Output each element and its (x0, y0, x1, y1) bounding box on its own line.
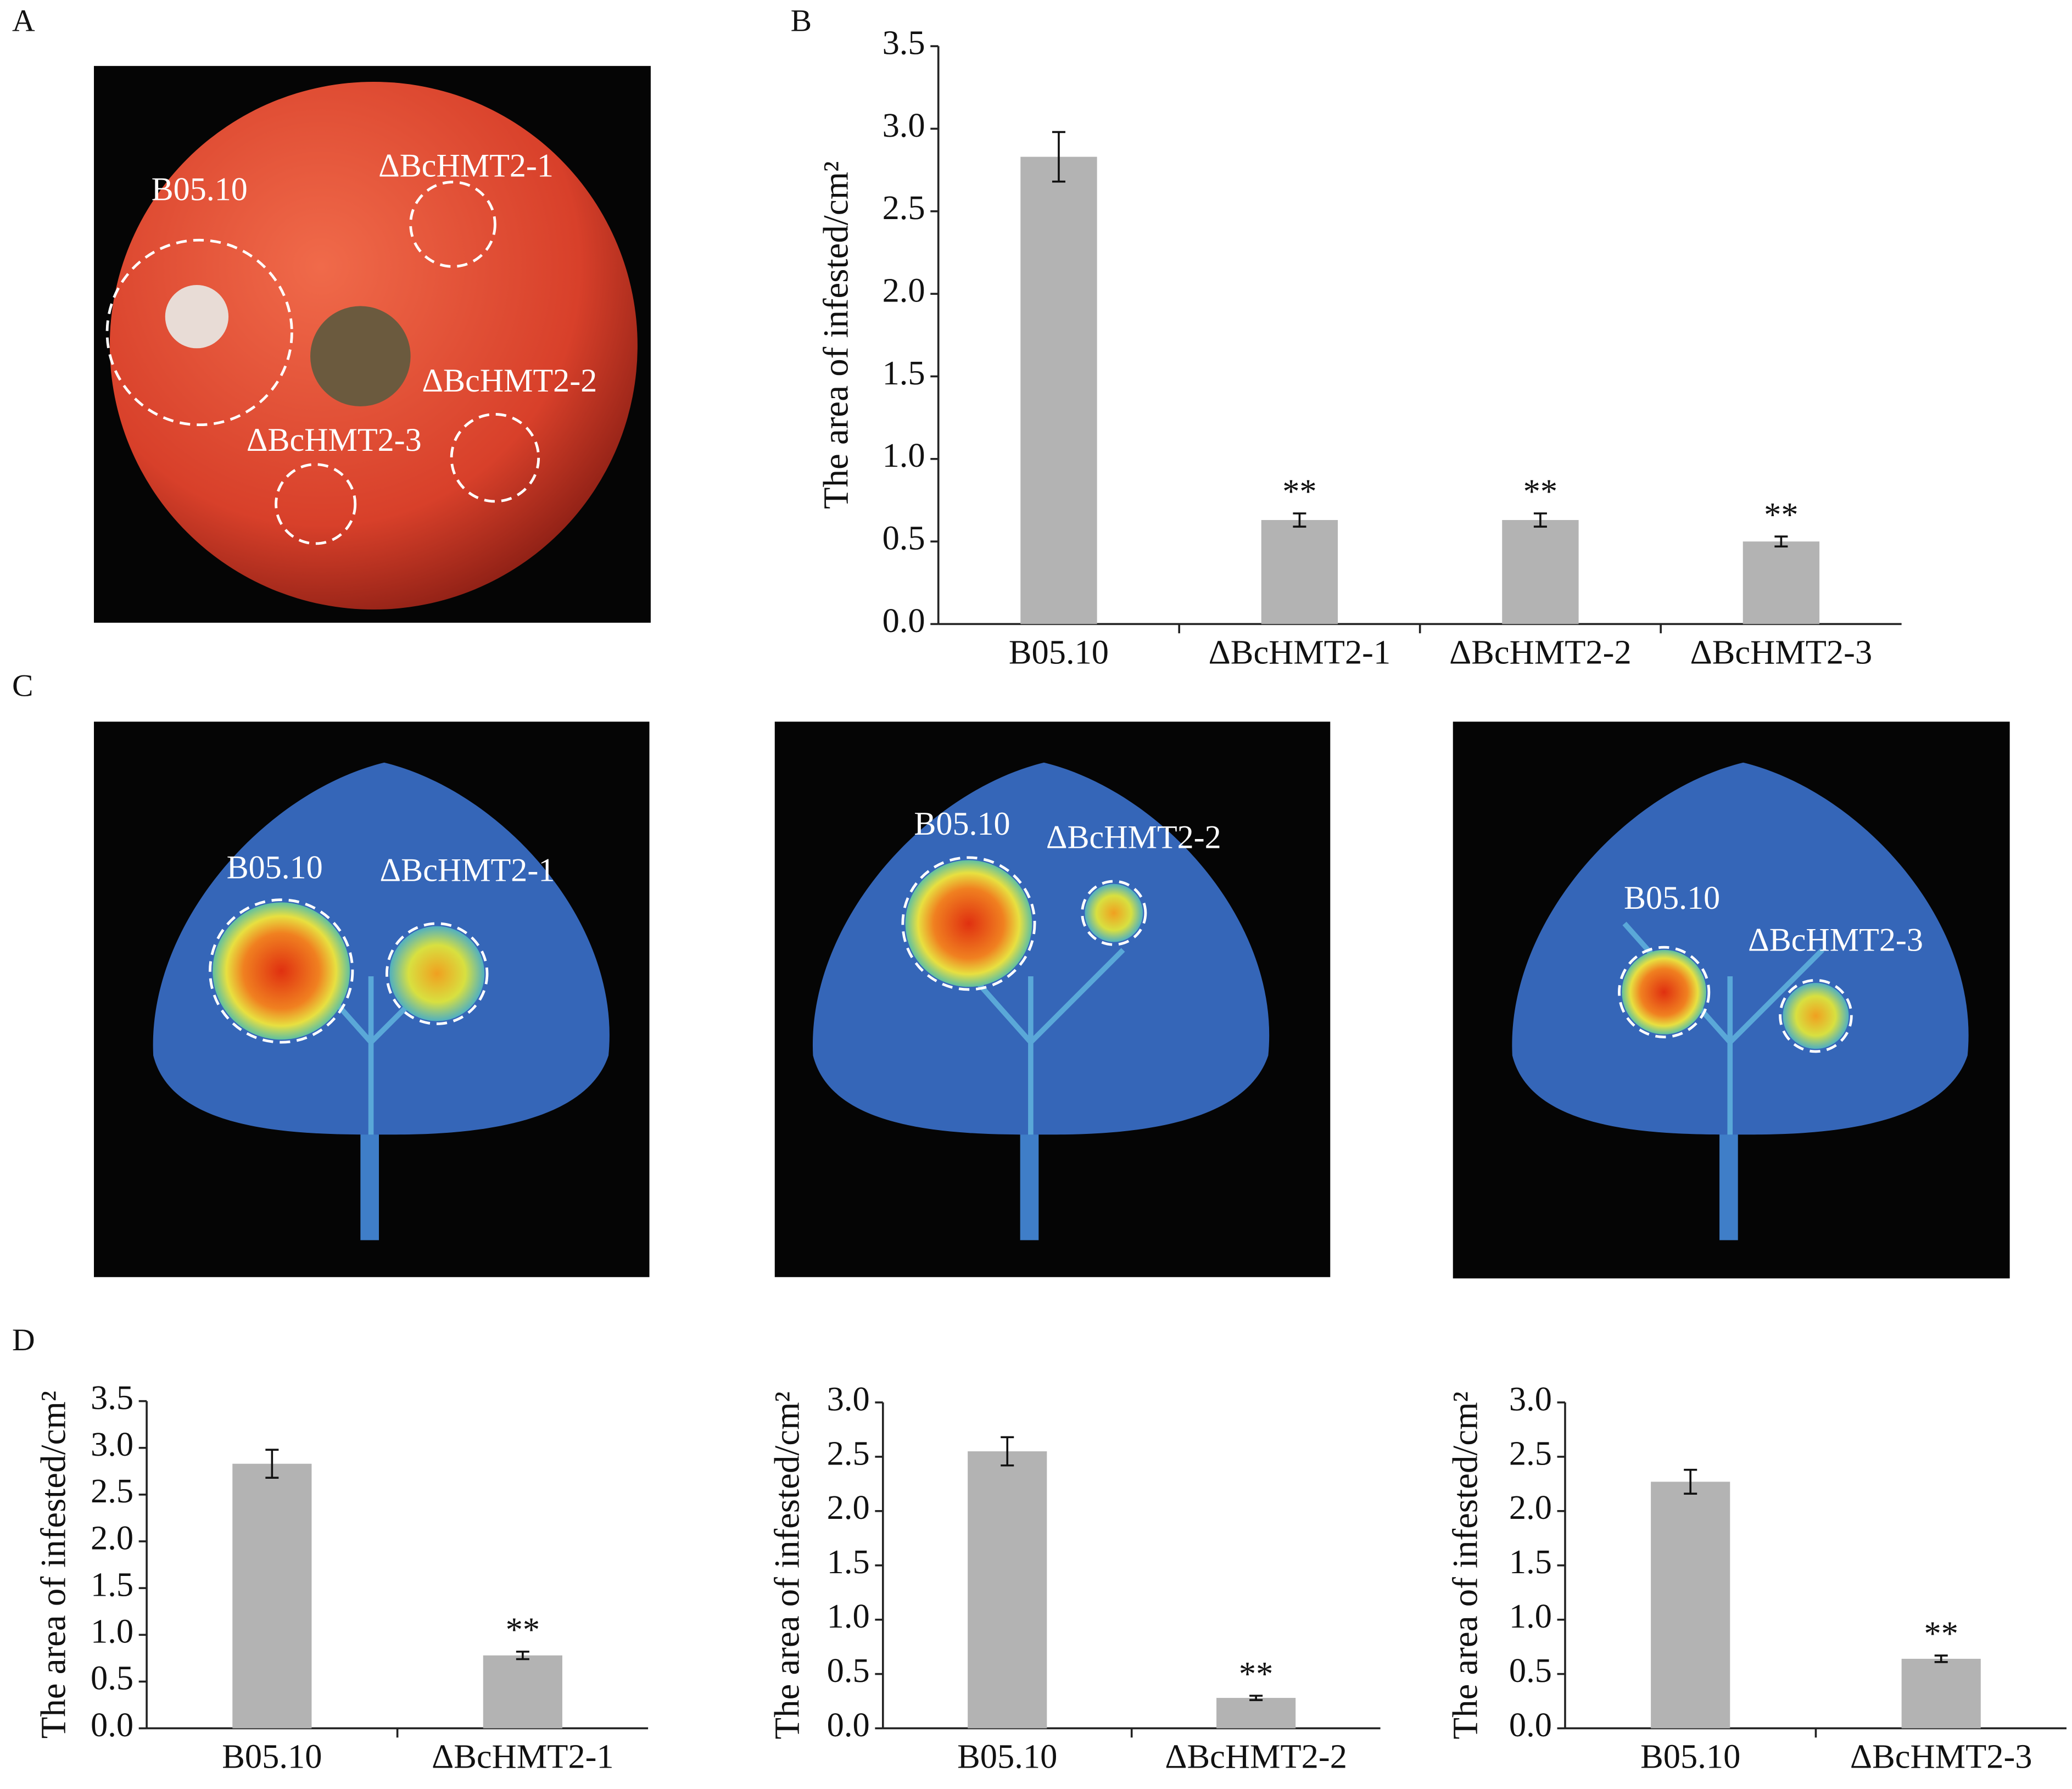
error-bar (1001, 1436, 1014, 1467)
bar (1502, 520, 1579, 624)
y-axis-title: The area of infested/cm² (1445, 1391, 1485, 1740)
y-tick-label: 1.0 (883, 436, 925, 474)
bar (1743, 541, 1820, 624)
y-tick-label: 3.0 (883, 106, 925, 144)
y-tick-label: 1.5 (91, 1565, 133, 1603)
x-tick-label: ΔBcHMT2-1 (1209, 633, 1391, 671)
photo-label: B05.10 (1624, 879, 1720, 916)
y-tick-label: 0.5 (827, 1651, 870, 1690)
x-tick-label: ΔBcHMT2-1 (432, 1737, 614, 1775)
significance-label: ** (1282, 472, 1316, 511)
y-tick-label: 2.5 (827, 1434, 870, 1472)
y-tick-label: 0.0 (1509, 1706, 1552, 1744)
bar (1901, 1658, 1981, 1729)
photo-tomato: B05.10 ΔBcHMT2-1 ΔBcHMT2-2 ΔBcHMT2-3 (94, 66, 651, 623)
bar (1020, 156, 1097, 624)
x-tick-label: B05.10 (1640, 1737, 1740, 1775)
y-tick-label: 2.5 (883, 188, 925, 227)
photo-leaf: B05.10 ΔBcHMT2-3 (1453, 722, 2010, 1279)
error-bar (1684, 1468, 1697, 1495)
y-tick-label: 1.5 (1509, 1542, 1552, 1581)
x-tick-label: B05.10 (1009, 633, 1109, 671)
y-tick-label: 2.0 (1509, 1488, 1552, 1527)
error-bar (1774, 535, 1788, 547)
significance-label: ** (1239, 1654, 1273, 1693)
y-tick-label: 0.5 (91, 1659, 133, 1697)
y-axis-title: The area of infested/cm² (34, 1391, 74, 1739)
x-tick-label: ΔBcHMT2-2 (1165, 1737, 1347, 1775)
bar (483, 1655, 562, 1729)
bar (1651, 1481, 1730, 1729)
y-tick-label: 1.5 (827, 1542, 870, 1581)
x-tick-label: B05.10 (957, 1737, 1057, 1775)
photo-label: B05.10 (227, 849, 323, 886)
photo-label: ΔBcHMT2-1 (378, 147, 554, 183)
y-tick-label: 3.5 (883, 23, 925, 62)
photo-label: ΔBcHMT2-1 (380, 851, 555, 888)
y-tick-label: 2.0 (91, 1518, 133, 1557)
panel-label: A (12, 3, 35, 38)
photo-leaf: B05.10 ΔBcHMT2-2 (774, 722, 1331, 1277)
y-tick-label: 0.5 (883, 518, 925, 557)
x-tick-label: ΔBcHMT2-3 (1690, 633, 1873, 671)
y-tick-label: 0.0 (827, 1706, 870, 1744)
y-tick-label: 0.0 (91, 1706, 133, 1744)
y-tick-label: 3.0 (1509, 1379, 1552, 1418)
x-tick-label: B05.10 (222, 1737, 322, 1775)
panel-label: C (12, 668, 33, 703)
bar (1261, 520, 1338, 624)
photo-label: B05.10 (152, 171, 248, 208)
photo-label: B05.10 (914, 805, 1010, 842)
bar (1216, 1698, 1296, 1729)
x-tick-label: ΔBcHMT2-2 (1449, 633, 1632, 671)
y-tick-label: 2.5 (91, 1472, 133, 1510)
error-bar (1934, 1654, 1948, 1663)
y-tick-label: 3.0 (91, 1425, 133, 1463)
photo-label: ΔBcHMT2-3 (1748, 921, 1923, 958)
y-axis-title: The area of infested/cm² (767, 1391, 807, 1740)
photo-label: ΔBcHMT2-2 (1046, 818, 1221, 855)
y-tick-label: 2.0 (883, 271, 925, 309)
significance-label: ** (1764, 495, 1798, 534)
error-bar (1052, 131, 1065, 183)
panel-label: B (791, 3, 812, 38)
y-tick-label: 2.0 (827, 1488, 870, 1527)
y-tick-label: 1.5 (883, 354, 925, 392)
y-axis-title: The area of infested/cm² (816, 161, 856, 510)
y-tick-label: 1.0 (91, 1612, 133, 1651)
photo-label: ΔBcHMT2-2 (422, 362, 597, 399)
bar (232, 1463, 312, 1729)
y-tick-label: 0.0 (883, 601, 925, 640)
significance-label: ** (506, 1611, 540, 1649)
y-tick-label: 1.0 (1509, 1597, 1552, 1635)
y-tick-label: 3.5 (91, 1378, 133, 1417)
error-bar (516, 1651, 529, 1661)
photo-label: ΔBcHMT2-3 (247, 421, 422, 458)
error-bar (1293, 512, 1306, 528)
error-bar (265, 1449, 279, 1479)
x-tick-label: ΔBcHMT2-3 (1850, 1737, 2032, 1775)
y-tick-label: 0.5 (1509, 1651, 1552, 1690)
y-tick-label: 3.0 (827, 1379, 870, 1418)
photo-leaf: B05.10 ΔBcHMT2-1 (94, 722, 650, 1277)
error-bar (1249, 1695, 1263, 1701)
y-tick-label: 1.0 (827, 1597, 870, 1635)
significance-label: ** (1924, 1614, 1958, 1653)
significance-label: ** (1523, 472, 1557, 511)
error-bar (1533, 512, 1547, 528)
bar (968, 1451, 1047, 1729)
panel-label: D (12, 1323, 35, 1357)
y-tick-label: 2.5 (1509, 1434, 1552, 1472)
